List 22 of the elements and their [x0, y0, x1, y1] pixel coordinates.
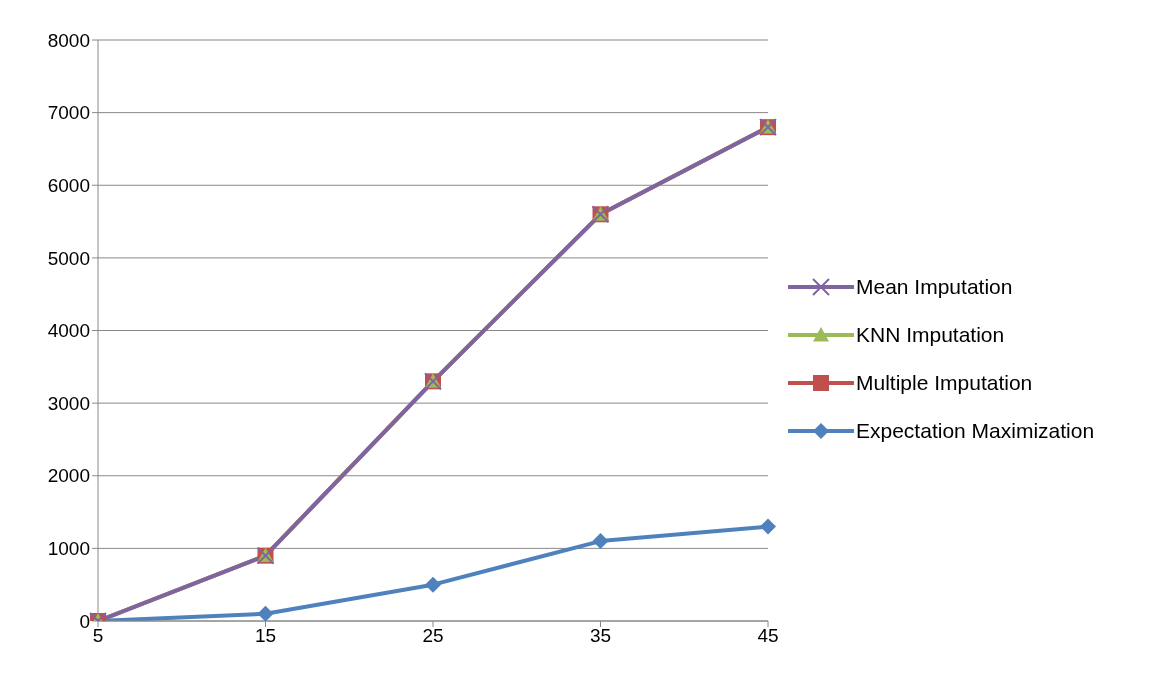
- y-tick-label: 6000: [47, 174, 90, 196]
- x-tick-label: 35: [589, 625, 612, 647]
- y-tick-label: 8000: [47, 29, 90, 51]
- point: [760, 518, 776, 535]
- x-tick-label: 15: [254, 625, 277, 647]
- y-tick-label: 3000: [47, 392, 90, 414]
- legend-label: Mean Imputation: [856, 275, 1013, 299]
- x-tick-label: 45: [757, 625, 779, 647]
- point: [257, 605, 274, 621]
- legend-label: Expectation Maximization: [856, 419, 1095, 443]
- x-tick-label: 5: [92, 625, 104, 647]
- y-tick-label: 2000: [47, 465, 90, 487]
- y-tick-label: 4000: [47, 320, 90, 342]
- x-tick-label: 25: [422, 625, 444, 647]
- y-tick-label: 1000: [47, 538, 90, 560]
- y-tick-label: 0: [79, 610, 90, 632]
- y-tick-label: 5000: [47, 247, 90, 269]
- y-tick-label: 7000: [47, 102, 90, 124]
- point: [592, 533, 609, 550]
- point: [425, 576, 441, 593]
- legend-label: Multiple Imputation: [856, 371, 1033, 395]
- legend-label: KNN Imputation: [856, 323, 1005, 347]
